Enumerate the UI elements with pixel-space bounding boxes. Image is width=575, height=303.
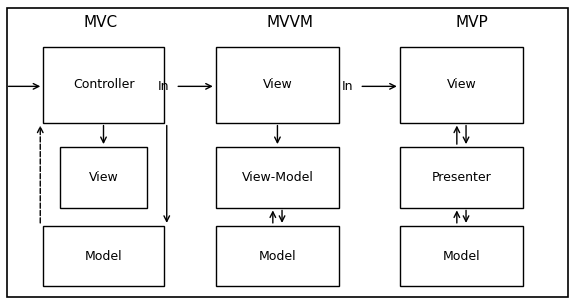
Bar bbox=[216, 226, 339, 286]
Text: MVP: MVP bbox=[455, 15, 488, 30]
Bar bbox=[400, 226, 523, 286]
Text: View-Model: View-Model bbox=[242, 171, 313, 184]
Text: MVC: MVC bbox=[83, 15, 118, 30]
Text: Model: Model bbox=[85, 250, 122, 262]
Bar bbox=[43, 47, 164, 123]
Bar bbox=[216, 147, 339, 208]
Bar bbox=[400, 147, 523, 208]
Bar bbox=[216, 47, 339, 123]
Text: View: View bbox=[447, 78, 476, 91]
Text: Presenter: Presenter bbox=[432, 171, 491, 184]
Text: MVVM: MVVM bbox=[267, 15, 314, 30]
Bar bbox=[60, 147, 147, 208]
Text: Model: Model bbox=[443, 250, 480, 262]
Bar bbox=[400, 47, 523, 123]
Text: View: View bbox=[89, 171, 118, 184]
Bar bbox=[43, 226, 164, 286]
Text: Model: Model bbox=[259, 250, 296, 262]
Text: In: In bbox=[342, 80, 354, 93]
Text: View: View bbox=[263, 78, 292, 91]
Text: Controller: Controller bbox=[73, 78, 134, 91]
Text: In: In bbox=[158, 80, 170, 93]
